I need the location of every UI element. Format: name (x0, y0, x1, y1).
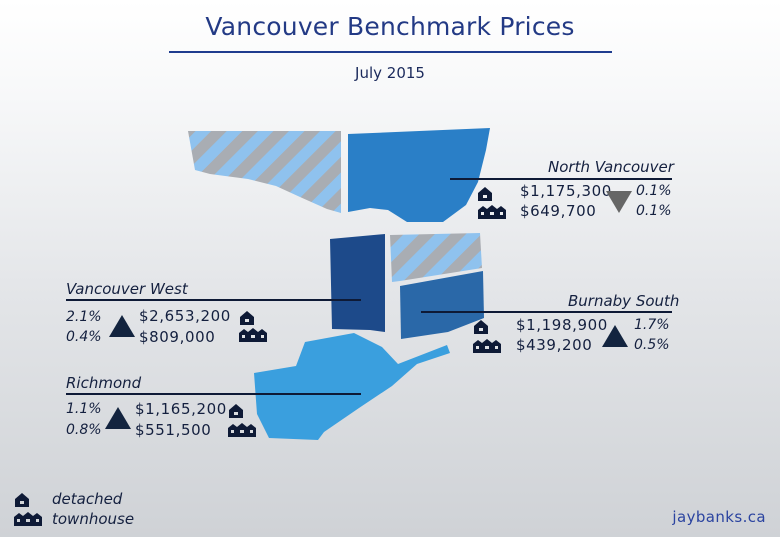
region-name-north-vancouver: North Vancouver (548, 158, 674, 176)
west-vancouver-area (188, 131, 341, 213)
townhouse-icon (478, 205, 506, 219)
vancouver-west-detached-price: $2,653,200 (139, 307, 231, 325)
townhouse-icon (473, 339, 501, 353)
vancouver-west-townhouse-change: 0.4% (66, 329, 102, 345)
house-icon (478, 187, 492, 201)
townhouse-icon (228, 423, 256, 437)
leader-line-richmond (66, 393, 361, 395)
up-arrow-icon (105, 407, 131, 429)
north-vancouver-townhouse-change: 0.1% (636, 203, 672, 219)
north-vancouver-detached-price: $1,175,300 (520, 182, 612, 200)
up-arrow-icon (602, 325, 628, 347)
burnaby-south-area (400, 271, 484, 339)
legend-townhouse-label: townhouse (52, 510, 135, 528)
burnaby-south-detached-change: 1.7% (634, 317, 670, 333)
leader-line-burnaby-south (421, 311, 672, 313)
richmond-detached-change: 1.1% (66, 401, 102, 417)
title-underline (169, 51, 612, 53)
north-vancouver-townhouse-price: $649,700 (520, 202, 597, 220)
townhouse-icon (14, 512, 42, 526)
region-name-vancouver-west: Vancouver West (66, 280, 188, 298)
vancouver-west-area (330, 234, 385, 332)
richmond-townhouse-price: $551,500 (135, 421, 212, 439)
brand-link[interactable]: jaybanks.ca (672, 508, 766, 526)
leader-line-vancouver-west (66, 299, 361, 301)
house-icon (229, 404, 243, 418)
townhouse-icon (239, 328, 267, 342)
vancouver-west-townhouse-price: $809,000 (139, 328, 216, 346)
page-title: Vancouver Benchmark Prices (205, 12, 575, 41)
up-arrow-icon (109, 315, 135, 337)
north-vancouver-area (348, 128, 490, 222)
region-name-burnaby-south: Burnaby South (568, 292, 680, 310)
burnaby-south-detached-price: $1,198,900 (516, 316, 608, 334)
burnaby-south-townhouse-price: $439,200 (516, 336, 593, 354)
vancouver-west-detached-change: 2.1% (66, 309, 102, 325)
richmond-townhouse-change: 0.8% (66, 422, 102, 438)
burnaby-south-townhouse-change: 0.5% (634, 337, 670, 353)
house-icon (240, 311, 254, 325)
page-subtitle: July 2015 (355, 64, 425, 82)
house-icon (474, 320, 488, 334)
house-icon (15, 493, 29, 507)
region-name-richmond: Richmond (66, 374, 142, 392)
down-arrow-icon (606, 191, 632, 213)
richmond-detached-price: $1,165,200 (135, 400, 227, 418)
richmond-area (254, 333, 450, 440)
legend-detached-label: detached (52, 490, 123, 508)
north-vancouver-detached-change: 0.1% (636, 183, 672, 199)
leader-line-north-vancouver (450, 178, 672, 180)
vancouver-east-area (390, 233, 482, 282)
